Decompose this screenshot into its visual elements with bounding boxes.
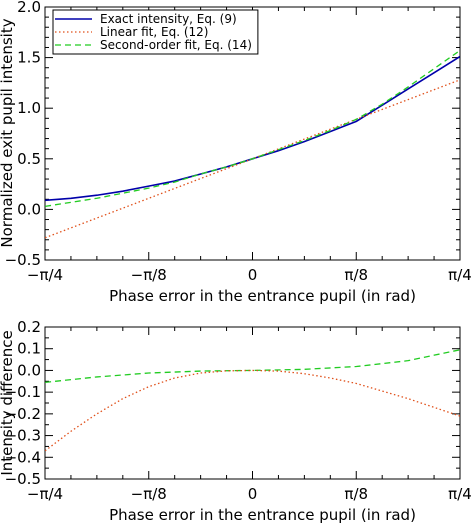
x-tick-label: π/8 — [344, 266, 368, 284]
x-tick-label: −π/8 — [131, 266, 167, 284]
plot-frame — [44, 326, 461, 480]
x-axis-label: Phase error in the entrance pupil (in ra… — [109, 287, 416, 305]
x-tick-label: π/4 — [448, 485, 472, 503]
x-tick-label: −π/4 — [27, 485, 63, 503]
x-tick-label: π/4 — [448, 266, 472, 284]
y-tick-label: −0.5 — [5, 470, 41, 488]
x-tick-label: −π/4 — [27, 266, 63, 284]
legend-label: Linear fit, Eq. (12) — [100, 25, 208, 39]
legend-label: Exact intensity, Eq. (9) — [100, 12, 237, 26]
y-tick-label: −0.2 — [5, 405, 41, 423]
y-tick-label: 0.0 — [17, 200, 41, 218]
legend-label: Second-order fit, Eq. (14) — [100, 38, 252, 52]
x-axis-label: Phase error in the entrance pupil (in ra… — [109, 506, 416, 524]
series-line-second — [45, 49, 460, 208]
y-tick-label: 1.0 — [17, 99, 41, 117]
x-tick-label: π/8 — [344, 485, 368, 503]
series-line-exact — [45, 55, 460, 202]
series-line-linear — [45, 369, 460, 452]
y-tick-label: 0.1 — [17, 340, 41, 358]
y-tick-label: −0.3 — [5, 427, 41, 445]
legend: Exact intensity, Eq. (9)Linear fit, Eq. … — [52, 9, 259, 55]
x-tick-label: 0 — [248, 485, 258, 503]
y-tick-label: 0.5 — [17, 150, 41, 168]
y-axis-label: Normalized exit pupil intensity — [0, 18, 16, 247]
y-tick-label: 2.0 — [17, 0, 41, 16]
y-tick-label: −0.1 — [5, 383, 41, 401]
y-tick-label: 0.2 — [17, 318, 41, 336]
y-axis-label: Intensity difference — [0, 330, 16, 475]
chart-panel-1: −π/4 −π/8 0 π/8 π/4 −0.5 0.0 0.5 1.0 1.5 2.0 Phase … — [0, 0, 472, 305]
chart-panel-2: −π/4 −π/8 0 π/8 π/4 −0.5 −0.4 −0.3 −0.2 −0.1 0.0 0.… — [0, 318, 472, 524]
x-tick-label: 0 — [248, 266, 258, 284]
y-tick-label: 0.0 — [17, 361, 41, 379]
y-tick-label: −0.4 — [5, 448, 41, 466]
series-line-second — [45, 349, 460, 384]
y-tick-label: −0.5 — [5, 251, 41, 269]
y-tick-label: 1.5 — [17, 49, 41, 67]
x-tick-label: −π/8 — [131, 485, 167, 503]
